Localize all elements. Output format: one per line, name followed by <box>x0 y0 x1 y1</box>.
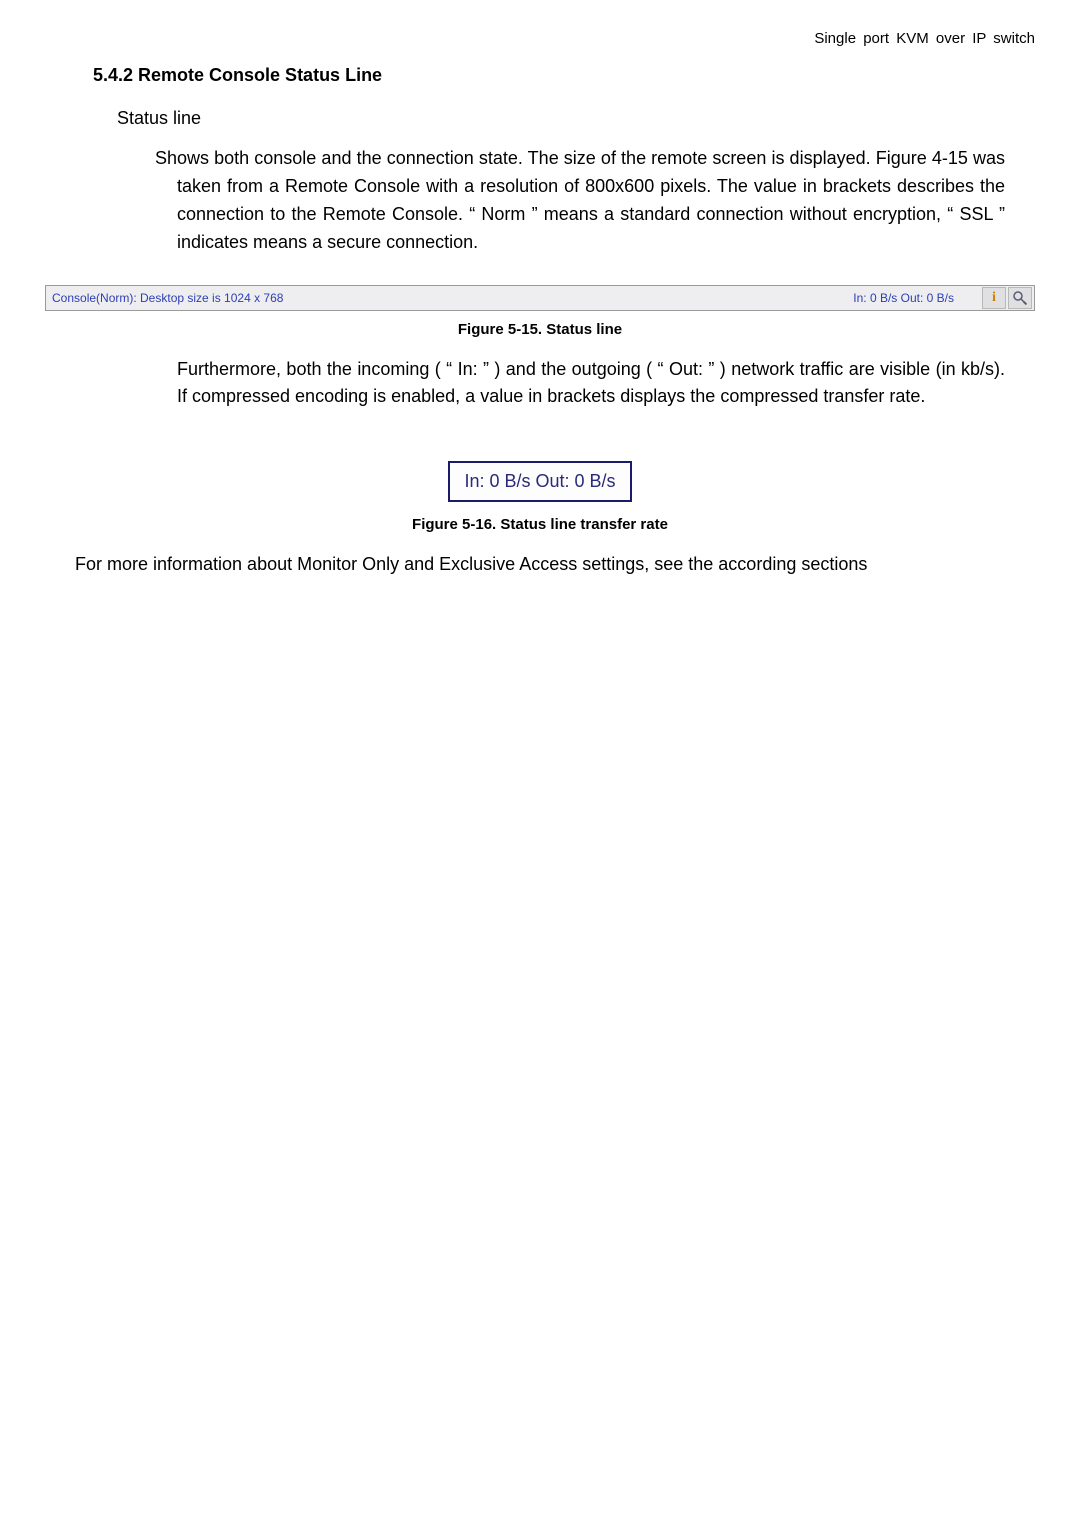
section-heading: 5.4.2 Remote Console Status Line <box>93 65 1035 86</box>
info-icon: i <box>982 287 1006 309</box>
status-icons-group: i <box>982 287 1032 309</box>
inline-figure-transfer-rate: In: 0 B/s Out: 0 B/s <box>448 461 631 502</box>
paragraph-intro: Shows both console and the connection st… <box>155 145 1005 257</box>
figure-5-16-caption: Figure 5-16. Status line transfer rate <box>45 516 1035 533</box>
running-header: Single port KVM over IP switch <box>45 30 1035 47</box>
status-bar: Console(Norm): Desktop size is 1024 x 76… <box>45 285 1035 311</box>
paragraph-traffic: Furthermore, both the incoming ( “ In: ”… <box>177 356 1005 412</box>
subheading-status-line: Status line <box>117 108 1035 129</box>
status-left-text: Console(Norm): Desktop size is 1024 x 76… <box>46 291 853 305</box>
figure-5-15-caption: Figure 5-15. Status line <box>45 321 1035 338</box>
magnifier-icon <box>1008 287 1032 309</box>
paragraph-more-info: For more information about Monitor Only … <box>75 551 1005 578</box>
